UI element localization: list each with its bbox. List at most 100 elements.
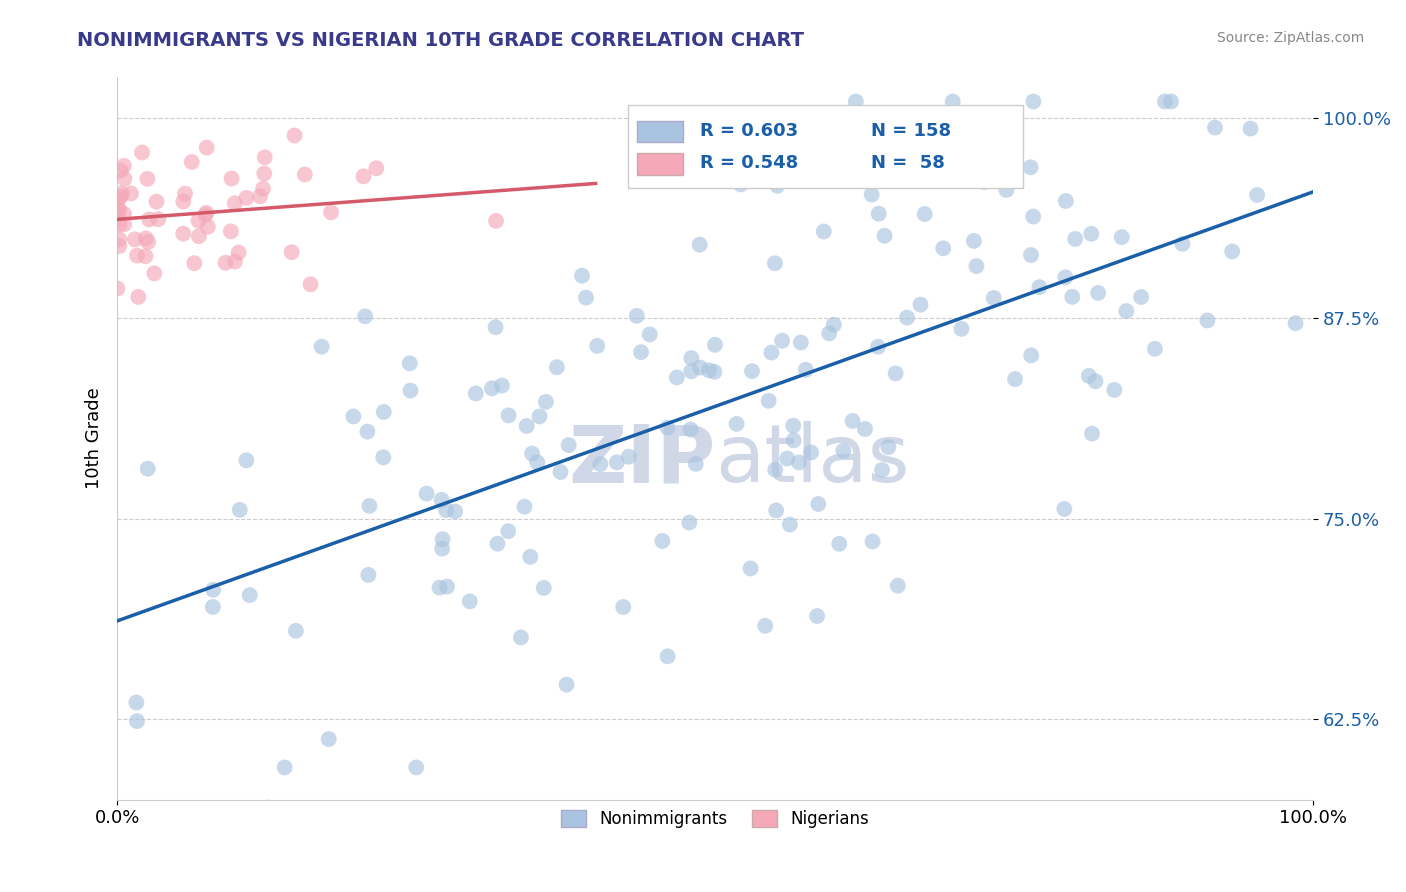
Point [1064, 232, 1087, 246]
Point [813, 225, 835, 239]
Point [681, 364, 703, 378]
Point [758, 393, 780, 408]
Point [112, 171, 135, 186]
Point [630, 345, 652, 359]
Text: N = 158: N = 158 [870, 122, 950, 140]
Point [679, 423, 702, 437]
Point [136, 461, 159, 475]
Point [589, 457, 612, 471]
Point [626, 309, 648, 323]
Point [357, 567, 380, 582]
Point [318, 732, 340, 747]
Point [1130, 290, 1153, 304]
Point [725, 417, 748, 431]
Point [513, 500, 536, 514]
FancyBboxPatch shape [637, 153, 683, 175]
Point [1220, 244, 1243, 259]
Point [1197, 313, 1219, 327]
Point [134, 249, 156, 263]
Point [823, 318, 845, 332]
Point [125, 248, 148, 262]
Point [110, 189, 132, 203]
Point [555, 678, 578, 692]
Point [430, 541, 453, 556]
Point [444, 504, 467, 518]
Point [201, 599, 224, 614]
Point [429, 581, 451, 595]
Point [180, 155, 202, 169]
Point [486, 536, 509, 550]
Point [229, 503, 252, 517]
Point [1111, 230, 1133, 244]
Point [1284, 316, 1306, 330]
Point [107, 209, 129, 223]
Point [197, 219, 219, 234]
Point [689, 360, 711, 375]
Point [1104, 383, 1126, 397]
Point [136, 171, 159, 186]
Point [765, 503, 787, 517]
Point [485, 214, 508, 228]
Point [546, 360, 568, 375]
Point [436, 580, 458, 594]
Point [1115, 304, 1137, 318]
Point [870, 463, 893, 477]
FancyBboxPatch shape [628, 105, 1022, 188]
Point [342, 409, 364, 424]
Point [520, 447, 543, 461]
Point [763, 256, 786, 270]
Point [1143, 342, 1166, 356]
Point [1053, 502, 1076, 516]
Point [782, 434, 804, 448]
Point [1022, 210, 1045, 224]
Point [790, 335, 813, 350]
Point [356, 425, 378, 439]
Point [124, 232, 146, 246]
Point [235, 191, 257, 205]
Point [526, 455, 548, 469]
Point [299, 277, 322, 292]
Point [575, 291, 598, 305]
Point [1080, 227, 1102, 241]
Point [741, 364, 763, 378]
Text: atlas: atlas [716, 421, 910, 500]
Point [853, 422, 876, 436]
Point [239, 588, 262, 602]
Point [187, 213, 209, 227]
Text: NONIMMIGRANTS VS NIGERIAN 10TH GRADE CORRELATION CHART: NONIMMIGRANTS VS NIGERIAN 10TH GRADE COR… [77, 31, 804, 50]
Point [1004, 372, 1026, 386]
Point [896, 310, 918, 325]
Point [252, 181, 274, 195]
Point [806, 609, 828, 624]
Point [284, 624, 307, 638]
Point [828, 537, 851, 551]
Legend: Nonimmigrants, Nigerians: Nonimmigrants, Nigerians [554, 803, 876, 835]
Point [273, 760, 295, 774]
Point [183, 256, 205, 270]
Point [703, 365, 725, 379]
Point [256, 800, 278, 814]
Point [148, 212, 170, 227]
Point [685, 457, 707, 471]
Point [283, 128, 305, 143]
Point [763, 463, 786, 477]
Text: ZIP: ZIP [568, 421, 716, 500]
Point [1171, 236, 1194, 251]
Point [354, 310, 377, 324]
Point [1204, 120, 1226, 135]
Point [703, 338, 725, 352]
Point [172, 227, 194, 241]
Point [405, 760, 427, 774]
Point [697, 363, 720, 377]
Point [125, 696, 148, 710]
Point [224, 196, 246, 211]
Point [973, 175, 995, 189]
Point [963, 234, 986, 248]
Point [832, 443, 855, 458]
Point [143, 266, 166, 280]
Point [280, 245, 302, 260]
Point [678, 516, 700, 530]
Point [766, 178, 789, 193]
Point [873, 228, 896, 243]
Point [841, 414, 863, 428]
